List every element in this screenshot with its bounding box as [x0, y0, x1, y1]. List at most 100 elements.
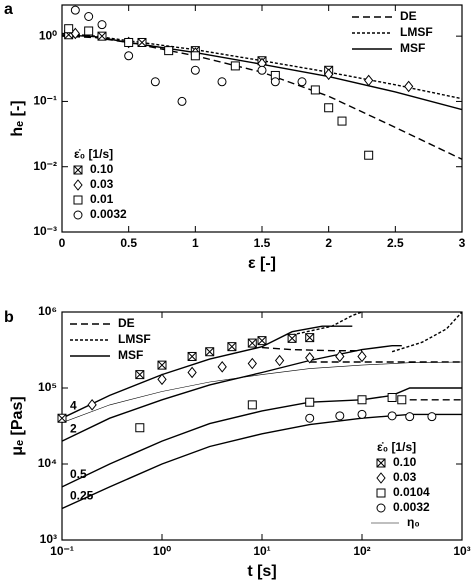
legend-label: 0.0032: [393, 500, 430, 514]
x-tick-label: 2.5: [387, 236, 404, 250]
legend-label: 0.0032: [90, 207, 127, 221]
legend-label: MSF: [118, 348, 143, 362]
marker: [335, 350, 345, 363]
marker: [87, 399, 97, 411]
legend-label: LMSF: [400, 25, 433, 39]
marker: [397, 395, 407, 405]
marker-shape: [247, 357, 257, 370]
marker: [305, 413, 315, 423]
marker-shape: [397, 395, 407, 405]
legend-title: ε̇₀ [1/s]: [377, 440, 416, 454]
marker-shape: [187, 366, 197, 379]
y-tick-label: 10⁴: [38, 456, 57, 470]
curve-label: 2: [70, 421, 77, 435]
marker-shape: [73, 210, 83, 220]
model-curve: [62, 325, 353, 419]
marker-shape: [57, 413, 67, 423]
y-tick-label: 10⁶: [38, 304, 57, 318]
marker: [305, 351, 315, 364]
marker-shape: [247, 338, 257, 348]
model-curve: [291, 312, 363, 336]
legend-label: 0.10: [393, 455, 417, 469]
marker: [164, 46, 174, 56]
marker-shape: [124, 37, 134, 47]
panel-label: a: [4, 1, 13, 18]
marker-shape: [84, 26, 94, 36]
marker-shape: [404, 80, 414, 93]
x-tick-label: 10⁰: [153, 544, 171, 558]
y-tick-label: 10³: [40, 532, 57, 546]
y-tick-label: 10⁻³: [33, 224, 57, 238]
marker-shape: [217, 77, 227, 87]
marker: [357, 395, 367, 405]
marker-shape: [357, 409, 367, 419]
marker: [187, 366, 197, 379]
marker: [84, 11, 94, 21]
marker: [70, 5, 80, 15]
marker-shape: [305, 333, 315, 342]
marker-shape: [324, 68, 334, 81]
marker: [364, 74, 374, 87]
marker: [376, 472, 386, 484]
x-axis-label: ε [-]: [248, 255, 276, 272]
legend-label: 0.03: [90, 177, 114, 191]
marker: [177, 96, 187, 106]
reference-line: [62, 361, 462, 423]
x-tick-label: 10⁻¹: [50, 544, 74, 558]
marker-shape: [227, 342, 237, 352]
marker: [274, 354, 285, 367]
marker-shape: [137, 38, 147, 47]
marker: [205, 347, 215, 357]
marker-shape: [364, 150, 374, 160]
model-curve: [261, 346, 362, 352]
marker: [57, 413, 67, 423]
panel-label: b: [4, 309, 14, 326]
marker: [64, 24, 74, 34]
marker-shape: [376, 458, 386, 468]
marker: [150, 77, 160, 87]
marker: [287, 333, 297, 343]
marker: [376, 503, 386, 513]
marker: [305, 397, 315, 407]
marker-shape: [247, 400, 257, 410]
marker: [157, 360, 167, 370]
marker: [124, 51, 134, 61]
marker: [310, 85, 320, 95]
marker: [135, 423, 145, 433]
marker-shape: [357, 350, 367, 363]
marker: [357, 409, 367, 419]
marker-shape: [84, 11, 94, 21]
model-curve: [62, 32, 462, 100]
x-tick-label: 1: [192, 236, 199, 250]
legend-label: MSF: [400, 41, 425, 55]
x-tick-label: 1.5: [254, 236, 271, 250]
marker-shape: [217, 361, 227, 373]
marker: [270, 77, 280, 87]
marker: [337, 116, 347, 126]
marker: [247, 400, 257, 410]
model-curve: [391, 312, 462, 353]
model-curve: [62, 387, 462, 488]
marker-shape: [305, 351, 315, 364]
x-tick-label: 10¹: [253, 544, 270, 558]
y-tick-label: 10⁻²: [33, 159, 57, 173]
y-axis-label: μₑ [Pas]: [9, 396, 26, 455]
legend-label: 0.01: [90, 192, 114, 206]
marker: [404, 80, 414, 93]
marker-shape: [405, 412, 415, 422]
marker-shape: [64, 24, 74, 34]
marker: [73, 165, 83, 175]
model-curve: [62, 345, 402, 442]
marker: [84, 26, 94, 36]
marker: [227, 342, 237, 352]
marker-shape: [87, 399, 97, 411]
marker-shape: [157, 360, 167, 370]
curve-label: 0.5: [70, 467, 87, 481]
x-tick-label: 2: [325, 236, 332, 250]
marker: [324, 103, 334, 113]
x-tick-label: 0: [59, 236, 66, 250]
marker: [357, 350, 367, 363]
marker-shape: [324, 103, 334, 113]
marker: [124, 37, 134, 47]
